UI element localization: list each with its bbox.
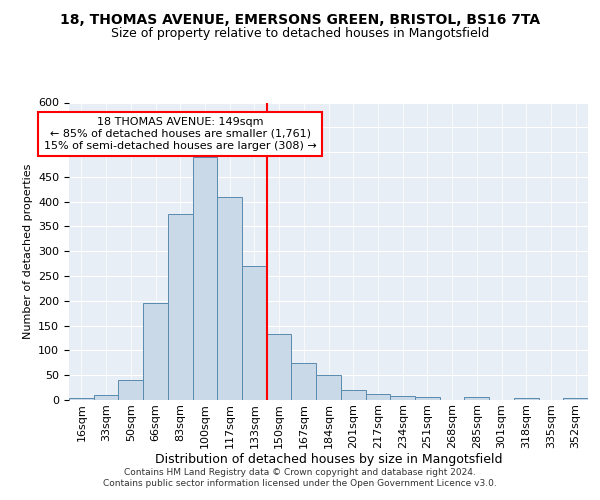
Text: Contains HM Land Registry data © Crown copyright and database right 2024.
Contai: Contains HM Land Registry data © Crown c… bbox=[103, 468, 497, 487]
Bar bbox=[292, 363, 316, 400]
Bar bbox=[193, 157, 217, 400]
Bar bbox=[464, 397, 489, 400]
X-axis label: Distribution of detached houses by size in Mangotsfield: Distribution of detached houses by size … bbox=[155, 454, 502, 466]
Bar bbox=[316, 375, 341, 400]
Bar bbox=[217, 196, 242, 400]
Bar bbox=[563, 398, 588, 400]
Bar bbox=[118, 380, 143, 400]
Bar bbox=[365, 394, 390, 400]
Bar bbox=[390, 396, 415, 400]
Bar bbox=[514, 398, 539, 400]
Bar bbox=[69, 398, 94, 400]
Y-axis label: Number of detached properties: Number of detached properties bbox=[23, 164, 32, 339]
Bar bbox=[267, 334, 292, 400]
Bar bbox=[168, 214, 193, 400]
Bar bbox=[341, 390, 365, 400]
Text: 18, THOMAS AVENUE, EMERSONS GREEN, BRISTOL, BS16 7TA: 18, THOMAS AVENUE, EMERSONS GREEN, BRIST… bbox=[60, 12, 540, 26]
Bar bbox=[143, 304, 168, 400]
Bar bbox=[242, 266, 267, 400]
Text: Size of property relative to detached houses in Mangotsfield: Size of property relative to detached ho… bbox=[111, 28, 489, 40]
Text: 18 THOMAS AVENUE: 149sqm
← 85% of detached houses are smaller (1,761)
15% of sem: 18 THOMAS AVENUE: 149sqm ← 85% of detach… bbox=[44, 118, 317, 150]
Bar bbox=[94, 395, 118, 400]
Bar bbox=[415, 396, 440, 400]
